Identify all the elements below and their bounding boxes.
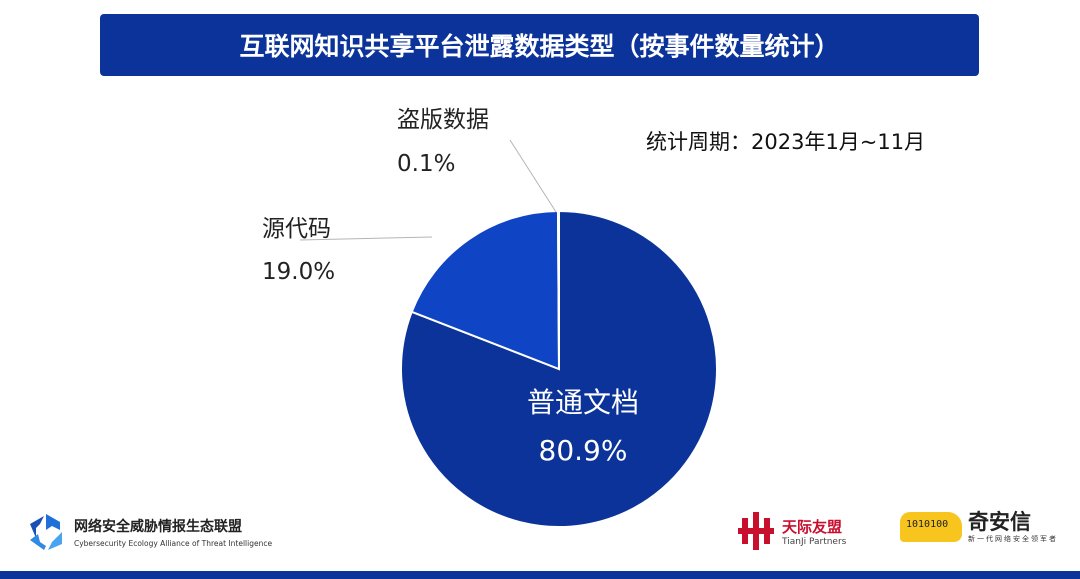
slice-value-label-1: 80.9% — [539, 434, 628, 467]
leader-line-2 — [299, 236, 433, 241]
slice-label-1: 普通文档 — [527, 386, 639, 419]
chart-title: 互联网知识共享平台泄露数据类型（按事件数量统计） — [239, 32, 840, 61]
alliance-name: 网络安全威胁情报生态联盟 — [74, 519, 242, 535]
tianji-logo: 天际友盟 TianJi Partners — [736, 510, 846, 552]
slice-value-label-2: 19.0% — [262, 259, 335, 285]
alliance-emblem-icon — [30, 514, 62, 550]
slice-label-3: 盗版数据 — [397, 107, 489, 133]
tianji-name: 天际友盟 — [782, 517, 843, 536]
qianxin-name: 奇安信 — [968, 510, 1031, 534]
qianxin-binary: 1010100 — [906, 519, 949, 530]
tianji-emblem-icon — [738, 512, 774, 550]
alliance-name-en: Cybersecurity Ecology Alliance of Threat… — [74, 539, 273, 548]
tianji-name-en: TianJi Partners — [782, 536, 847, 547]
slice-label-2: 源代码 — [262, 216, 331, 242]
leader-line-3 — [509, 139, 557, 213]
pie-slice-3 — [557, 209, 560, 370]
qianxin-logo: 1010100 奇安信 新一代网络安全领军者 — [900, 510, 1058, 544]
bottom-bar — [0, 571, 1080, 579]
chart-title-bar: 互联网知识共享平台泄露数据类型（按事件数量统计） — [100, 14, 979, 76]
qianxin-slogan: 新一代网络安全领军者 — [968, 535, 1058, 543]
pie-slice-2 — [410, 209, 561, 371]
statistics-period: 统计周期：2023年1月~11月 — [646, 130, 926, 154]
slice-value-label-3: 0.1% — [397, 151, 455, 177]
alliance-logo: 网络安全威胁情报生态联盟 Cybersecurity Ecology Allia… — [26, 512, 272, 552]
qianxin-emblem-icon: 1010100 — [900, 512, 962, 542]
